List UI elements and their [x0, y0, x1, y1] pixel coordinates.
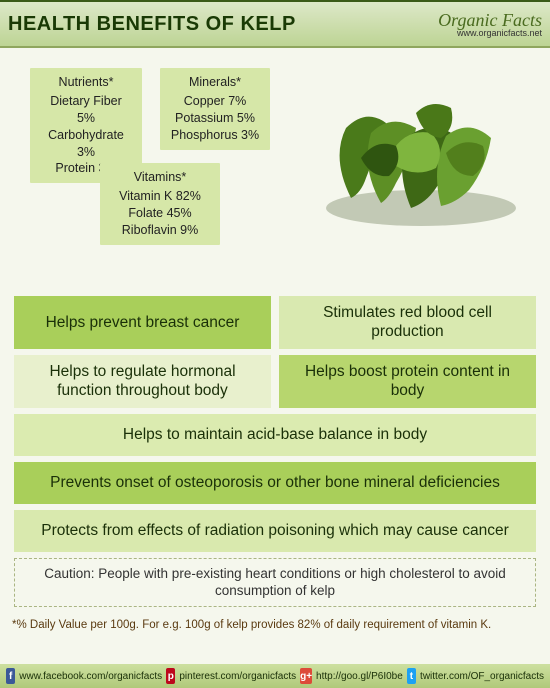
logo-brand: Organic Facts [438, 11, 542, 29]
nutrients-title: Nutrients* [40, 74, 132, 91]
googleplus-link[interactable]: http://goo.gl/P6I0be [316, 671, 403, 682]
benefit-row: Helps prevent breast cancerStimulates re… [14, 296, 536, 349]
top-section: Nutrients* Dietary Fiber 5% Carbohydrate… [0, 48, 550, 296]
benefit-cell: Helps prevent breast cancer [14, 296, 271, 349]
kelp-image [291, 58, 536, 238]
footer: f www.facebook.com/organicfacts p pinter… [0, 664, 550, 688]
vitamins-line: Vitamin K 82% [110, 188, 210, 205]
twitter-link[interactable]: twitter.com/OF_organicfacts [420, 671, 544, 682]
vitamins-line: Folate 45% [110, 205, 210, 222]
benefit-cell: Protects from effects of radiation poiso… [14, 510, 536, 552]
logo: Organic Facts www.organicfacts.net [438, 11, 542, 38]
nutrients-line: Carbohydrate 3% [40, 127, 132, 161]
benefit-cell: Helps boost protein content in body [279, 355, 536, 408]
benefit-cell: Helps to regulate hormonal function thro… [14, 355, 271, 408]
benefit-cell: Helps to maintain acid-base balance in b… [14, 414, 536, 456]
footnote: *% Daily Value per 100g. For e.g. 100g o… [8, 615, 542, 635]
logo-url: www.organicfacts.net [438, 29, 542, 38]
benefit-row: Helps to maintain acid-base balance in b… [14, 414, 536, 456]
facebook-link[interactable]: www.facebook.com/organicfacts [19, 671, 162, 682]
minerals-line: Copper 7% [170, 93, 260, 110]
googleplus-icon[interactable]: g+ [300, 668, 312, 684]
benefit-cell: Stimulates red blood cell production [279, 296, 536, 349]
pinterest-link[interactable]: pinterest.com/organicfacts [179, 671, 296, 682]
pinterest-icon[interactable]: p [166, 668, 175, 684]
minerals-line: Potassium 5% [170, 110, 260, 127]
twitter-icon[interactable]: t [407, 668, 416, 684]
facebook-icon[interactable]: f [6, 668, 15, 684]
vitamins-line: Riboflavin 9% [110, 222, 210, 239]
page-title: HEALTH BENEFITS OF KELP [8, 13, 296, 36]
benefit-row: Helps to regulate hormonal function thro… [14, 355, 536, 408]
minerals-title: Minerals* [170, 74, 260, 91]
benefit-row: Prevents onset of osteoporosis or other … [14, 462, 536, 504]
nutrients-line: Dietary Fiber 5% [40, 93, 132, 127]
minerals-line: Phosphorus 3% [170, 127, 260, 144]
minerals-box: Minerals* Copper 7% Potassium 5% Phospho… [160, 68, 270, 150]
benefit-cell: Prevents onset of osteoporosis or other … [14, 462, 536, 504]
header: HEALTH BENEFITS OF KELP Organic Facts ww… [0, 0, 550, 48]
benefit-row: Protects from effects of radiation poiso… [14, 510, 536, 552]
benefits-list: Helps prevent breast cancerStimulates re… [0, 296, 550, 552]
caution-box: Caution: People with pre-existing heart … [14, 558, 536, 607]
vitamins-box: Vitamins* Vitamin K 82% Folate 45% Ribof… [100, 163, 220, 245]
vitamins-title: Vitamins* [110, 169, 210, 186]
